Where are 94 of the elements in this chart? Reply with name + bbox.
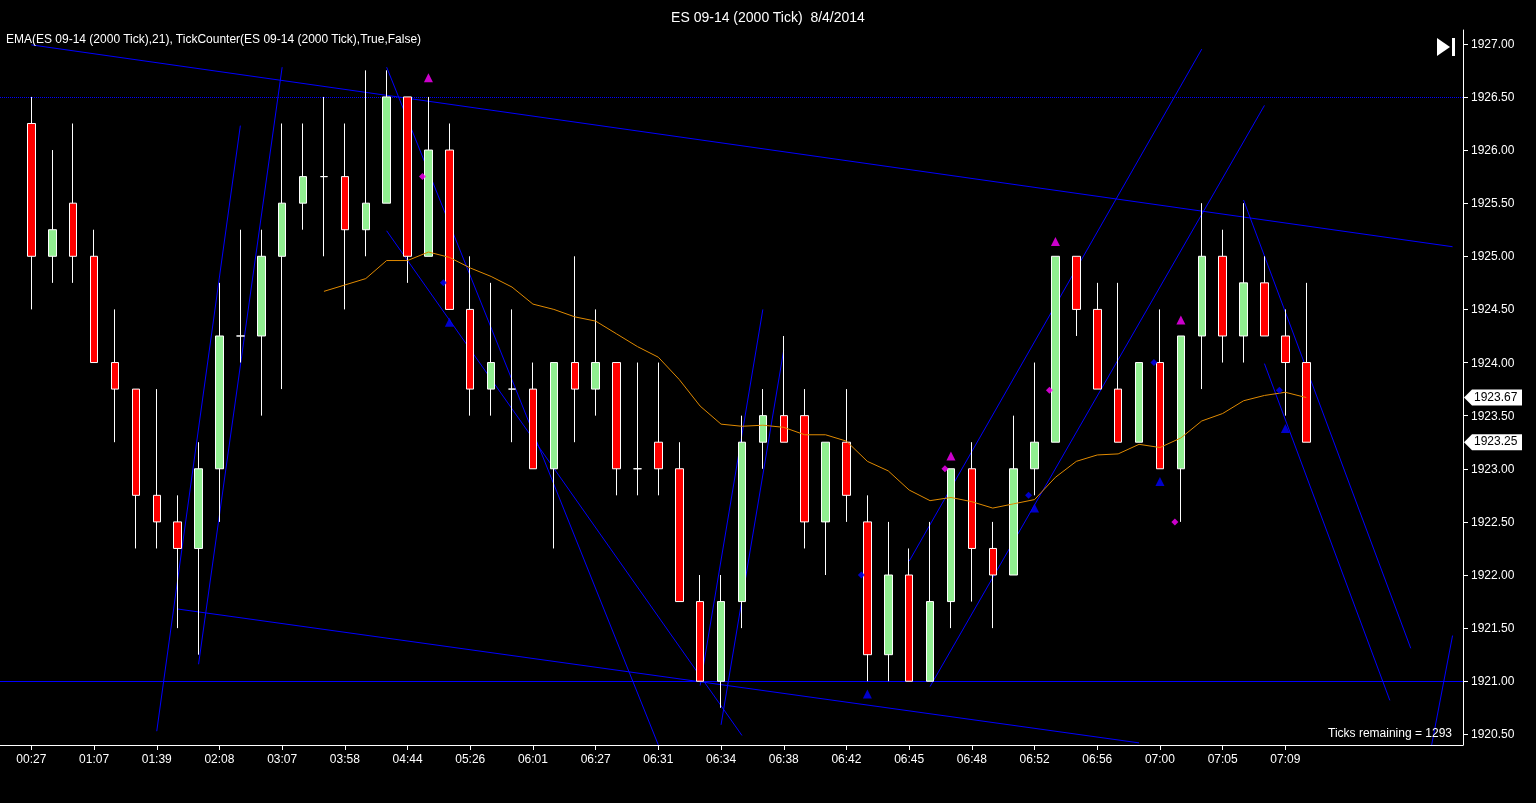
candlestick — [508, 308, 516, 443]
candlestick — [884, 521, 893, 682]
x-tick-label: 03:58 — [329, 752, 361, 766]
candlestick — [1239, 202, 1248, 364]
candlestick — [341, 122, 349, 310]
candlestick — [173, 494, 182, 629]
x-tick-label: 02:08 — [204, 752, 235, 766]
candlestick — [842, 388, 851, 523]
y-tick-label: 1924.00 — [1471, 355, 1515, 370]
x-tick-label: 06:52 — [1019, 752, 1050, 766]
candlestick — [633, 362, 642, 496]
candlestick — [612, 362, 621, 496]
candlestick — [780, 335, 788, 443]
candlestick — [487, 282, 495, 417]
candlestick — [466, 255, 474, 417]
candlestick — [1198, 202, 1206, 390]
x-tick-label: 05:26 — [455, 752, 486, 766]
candlestick — [571, 255, 579, 443]
candlestick — [69, 122, 77, 284]
candlestick — [111, 308, 119, 443]
x-tick-label: 06:38 — [768, 752, 800, 766]
candlestick — [738, 415, 746, 629]
y-tick-label: 1920.50 — [1471, 727, 1515, 742]
y-tick-label: 1926.50 — [1471, 89, 1515, 104]
x-tick-label: 06:31 — [643, 752, 674, 766]
x-tick-label: 07:00 — [1144, 752, 1176, 766]
candlestick — [382, 69, 391, 204]
candlestick — [90, 229, 98, 364]
candlestick — [132, 388, 140, 549]
candlestick — [989, 521, 997, 629]
x-tick-label: 06:01 — [517, 752, 549, 766]
y-tick-label: 1926.00 — [1471, 143, 1515, 158]
candlestick — [905, 547, 913, 682]
x-tick-label: 01:07 — [79, 752, 110, 766]
candlestick — [215, 282, 224, 523]
y-tick-label: 1922.00 — [1471, 568, 1515, 583]
x-tick-label: 07:09 — [1270, 752, 1301, 766]
candlestick — [926, 521, 934, 682]
candlestick — [696, 574, 704, 682]
candlestick — [48, 149, 57, 284]
x-tick-label: 06:56 — [1082, 752, 1113, 766]
candlestick — [320, 96, 328, 257]
candlestick — [1218, 229, 1227, 364]
y-tick-label: 1921.50 — [1471, 621, 1515, 636]
candlestick — [1114, 282, 1122, 443]
y-tick-label: 1923.00 — [1471, 461, 1515, 476]
candlestick — [717, 574, 725, 709]
candlestick — [403, 96, 412, 284]
x-tick-label: 01:39 — [141, 752, 173, 766]
candlestick — [1093, 282, 1102, 390]
candlestick — [675, 441, 684, 603]
chart-title: ES 09-14 (2000 Tick) 8/4/2014 — [671, 9, 866, 25]
candlestick — [236, 229, 245, 364]
y-tick-label: 1925.50 — [1471, 196, 1515, 211]
x-tick-label: 06:27 — [580, 752, 611, 766]
x-tick-label: 06:48 — [956, 752, 988, 766]
x-tick-label: 04:44 — [392, 752, 423, 766]
candlestick — [654, 362, 663, 496]
candlestick — [278, 122, 286, 390]
x-tick-label: 00:27 — [16, 752, 47, 766]
x-tick-label: 06:45 — [894, 752, 925, 766]
candlestick — [153, 388, 161, 549]
candlestick — [591, 308, 600, 417]
candlestick — [968, 441, 976, 603]
candlestick — [800, 388, 809, 549]
annotation: Ticks remaining = 1293 — [1328, 726, 1453, 740]
chart-subtitle: EMA(ES 09-14 (2000 Tick),21), TickCounter(ES 09-14 (2000 Tick),True,False) — [6, 32, 422, 46]
candlestick — [529, 362, 537, 470]
y-tick-label: 1927.00 — [1471, 36, 1515, 51]
y-tick-label: 1925.00 — [1471, 249, 1515, 264]
y-tick-label: 1923.50 — [1471, 408, 1515, 423]
candlestick — [1072, 255, 1081, 337]
candlestick — [299, 122, 307, 231]
candlestick — [27, 96, 36, 310]
y-tick-label: 1921.00 — [1471, 674, 1515, 689]
text: 1923.67 — [1474, 389, 1518, 404]
candlestick — [1302, 282, 1311, 443]
candlestick — [257, 229, 266, 417]
y-tick-label: 1922.50 — [1471, 514, 1515, 529]
x-tick-label: 07:05 — [1207, 752, 1238, 766]
candlestick — [194, 441, 203, 656]
text: 1923.25 — [1474, 434, 1518, 449]
candlestick — [362, 69, 370, 257]
x-tick-label: 06:34 — [706, 752, 737, 766]
candlestick — [1009, 415, 1018, 576]
y-tick-label: 1924.50 — [1471, 302, 1515, 317]
candlestick — [550, 362, 558, 549]
candlestick — [821, 441, 830, 576]
candlestick — [759, 388, 767, 470]
x-tick-label: 03:07 — [267, 752, 298, 766]
line-series — [323, 251, 1307, 509]
x-tick-label: 06:42 — [831, 752, 862, 766]
candlestick — [1135, 362, 1143, 443]
candlestick — [1260, 255, 1269, 337]
